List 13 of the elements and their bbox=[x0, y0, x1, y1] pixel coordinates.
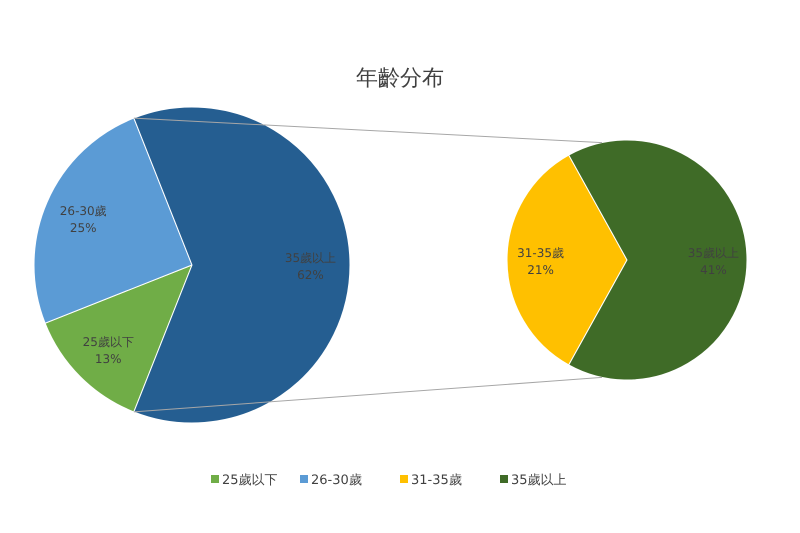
legend-label: 35歲以上 bbox=[511, 473, 567, 488]
data-label: 25% bbox=[70, 220, 97, 235]
data-label: 62% bbox=[297, 268, 324, 282]
slice-label: 26-30歲 bbox=[60, 204, 107, 218]
legend-label: 31-35歲 bbox=[411, 473, 462, 488]
slice-label: 31-35歲 bbox=[517, 246, 564, 260]
data-label: 13% bbox=[94, 352, 122, 366]
chart-title: 年齡分布 bbox=[356, 66, 444, 91]
slice-label: 25歲以下 bbox=[82, 334, 134, 349]
slice-label: 35歲以上 bbox=[284, 251, 336, 265]
legend-label: 26-30歲 bbox=[311, 473, 362, 488]
legend-label: 25歲以下 bbox=[222, 473, 278, 488]
data-label: 21% bbox=[527, 263, 554, 277]
